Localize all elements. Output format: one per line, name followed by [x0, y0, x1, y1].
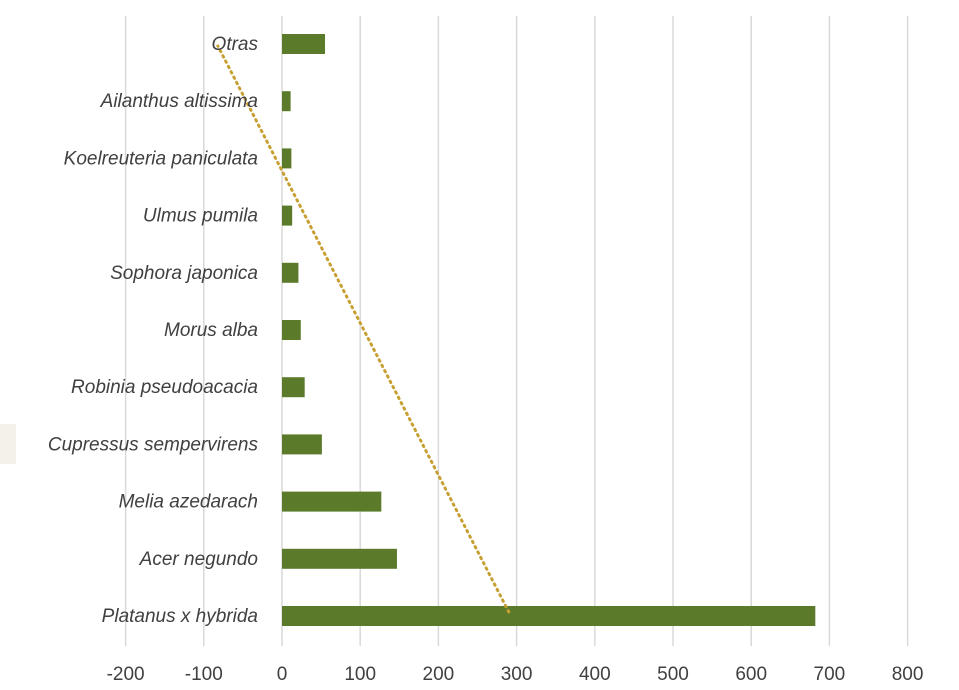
- bar: [282, 34, 326, 54]
- bar: [282, 606, 816, 626]
- bar: [282, 320, 301, 340]
- category-label: Otras: [212, 34, 259, 55]
- x-tick-label: 300: [501, 664, 533, 685]
- category-label: Cupressus sempervirens: [48, 434, 259, 455]
- category-label: Platanus x hybrida: [102, 606, 258, 627]
- x-tick-label: 0: [277, 664, 288, 685]
- x-tick-label: 400: [579, 664, 611, 685]
- bar: [282, 148, 292, 169]
- trendline-layer: [216, 44, 511, 614]
- x-tick-label: 700: [814, 664, 846, 685]
- category-label: Ulmus pumila: [143, 206, 258, 227]
- category-label: Koelreuteria paniculata: [64, 148, 258, 169]
- x-axis-tick-labels: -200 -100 0 100 200 300 400 500 600 700 800: [107, 664, 924, 685]
- x-tick-label: 100: [344, 664, 376, 685]
- category-labels: Platanus x hybrida Acer negundo Melia azed…: [48, 34, 259, 627]
- bar: [282, 548, 397, 569]
- bar: [282, 91, 291, 112]
- x-tick-label: 800: [892, 664, 924, 685]
- x-tick-label: 500: [657, 664, 689, 685]
- category-label: Acer negundo: [139, 549, 258, 570]
- gridlines: [124, 16, 909, 646]
- category-label: Melia azedarach: [119, 492, 258, 513]
- bar: [282, 491, 382, 512]
- bar: [282, 262, 299, 283]
- x-tick-label: -100: [185, 664, 223, 685]
- bar: [282, 377, 305, 398]
- category-label: Robinia pseudoacacia: [71, 377, 258, 398]
- bar: [282, 434, 322, 455]
- bar: [282, 205, 293, 226]
- x-tick-label: -200: [107, 664, 145, 685]
- side-tab-decoration: [0, 424, 16, 464]
- bars: [282, 34, 816, 626]
- trendline: [216, 44, 511, 614]
- x-tick-label: 600: [735, 664, 767, 685]
- category-label: Morus alba: [164, 320, 258, 341]
- category-label: Ailanthus altissima: [100, 91, 258, 112]
- category-label: Sophora japonica: [110, 263, 258, 284]
- x-tick-label: 200: [423, 664, 455, 685]
